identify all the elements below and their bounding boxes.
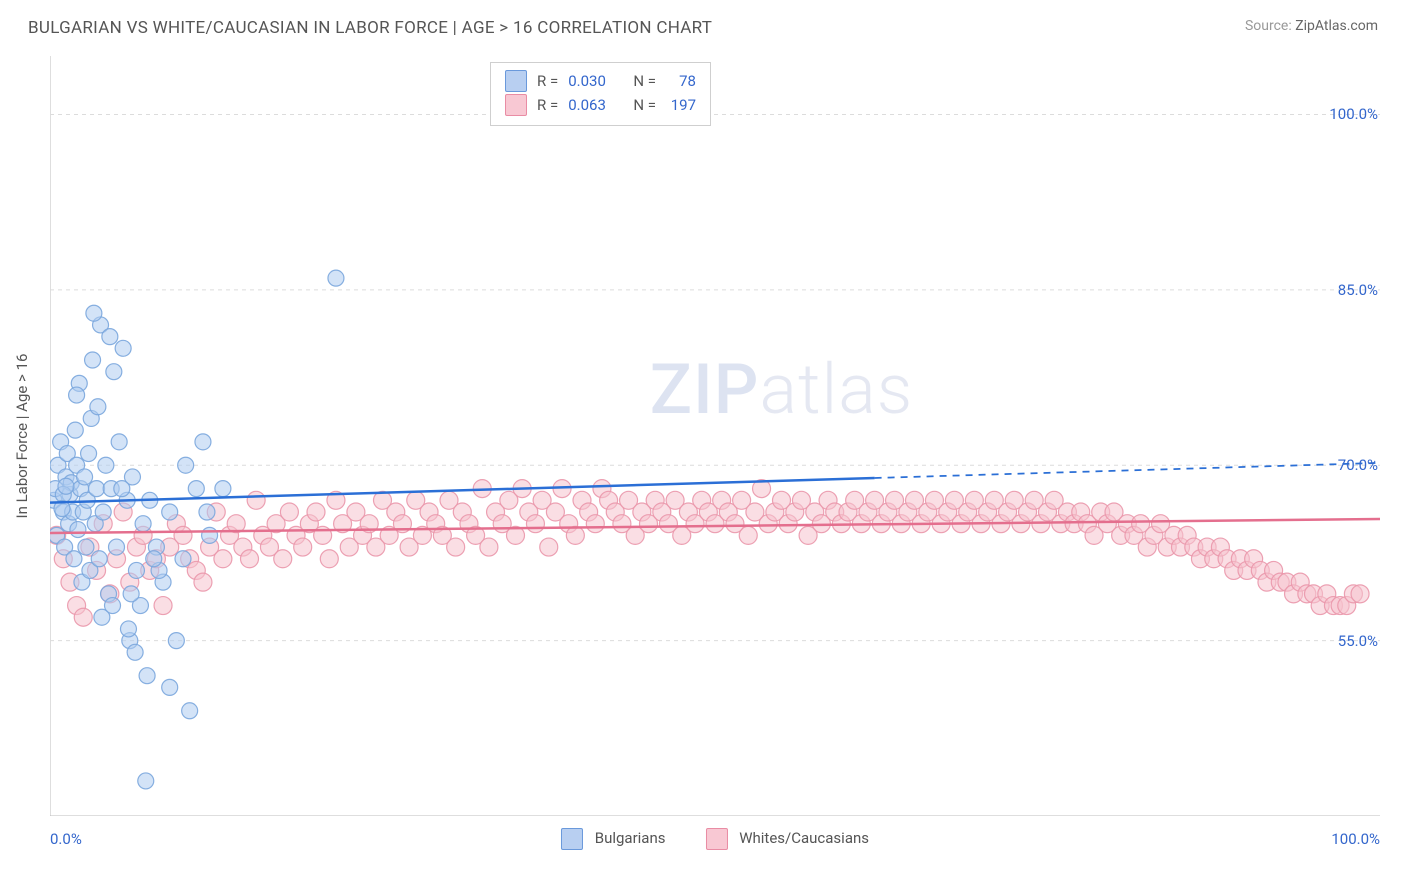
legend-row-whites: R = 0.063 N = 197 (505, 93, 696, 117)
x-max-label: 100.0% (1331, 830, 1380, 848)
source-label: Source: (1245, 18, 1292, 34)
bottom-legend-item-bulgarians: Bulgarians (561, 828, 666, 850)
y-tick-label: 55.0% (1338, 632, 1382, 650)
plot-area: In Labor Force | Age > 16 ZIPatlas R = 0… (50, 56, 1380, 816)
y-tick-label: 70.0% (1338, 456, 1382, 474)
bottom-legend-label: Whites/Caucasians (739, 829, 869, 847)
y-tick-label: 100.0% (1329, 105, 1382, 123)
legend-swatch-bulgarians (505, 70, 527, 92)
source: Source: ZipAtlas.com (1245, 18, 1378, 34)
bottom-legend: Bulgarians Whites/Caucasians (561, 828, 869, 850)
x-min-label: 0.0% (50, 830, 82, 848)
y-axis-label: In Labor Force | Age > 16 (13, 354, 31, 519)
y-tick-label: 85.0% (1338, 281, 1382, 299)
bottom-legend-item-whites: Whites/Caucasians (705, 828, 869, 850)
stats-legend: R = 0.030 N = 78 R = 0.063 N = 197 (490, 62, 711, 126)
chart-title: BULGARIAN VS WHITE/CAUCASIAN IN LABOR FO… (28, 18, 712, 38)
bottom-swatch-whites (705, 828, 727, 850)
legend-swatch-whites (505, 94, 527, 116)
header: BULGARIAN VS WHITE/CAUCASIAN IN LABOR FO… (0, 0, 1406, 48)
source-value: ZipAtlas.com (1295, 18, 1378, 34)
scatter-plot (50, 56, 1380, 816)
legend-row-bulgarians: R = 0.030 N = 78 (505, 69, 696, 93)
bottom-swatch-bulgarians (561, 828, 583, 850)
bottom-legend-label: Bulgarians (595, 829, 666, 847)
